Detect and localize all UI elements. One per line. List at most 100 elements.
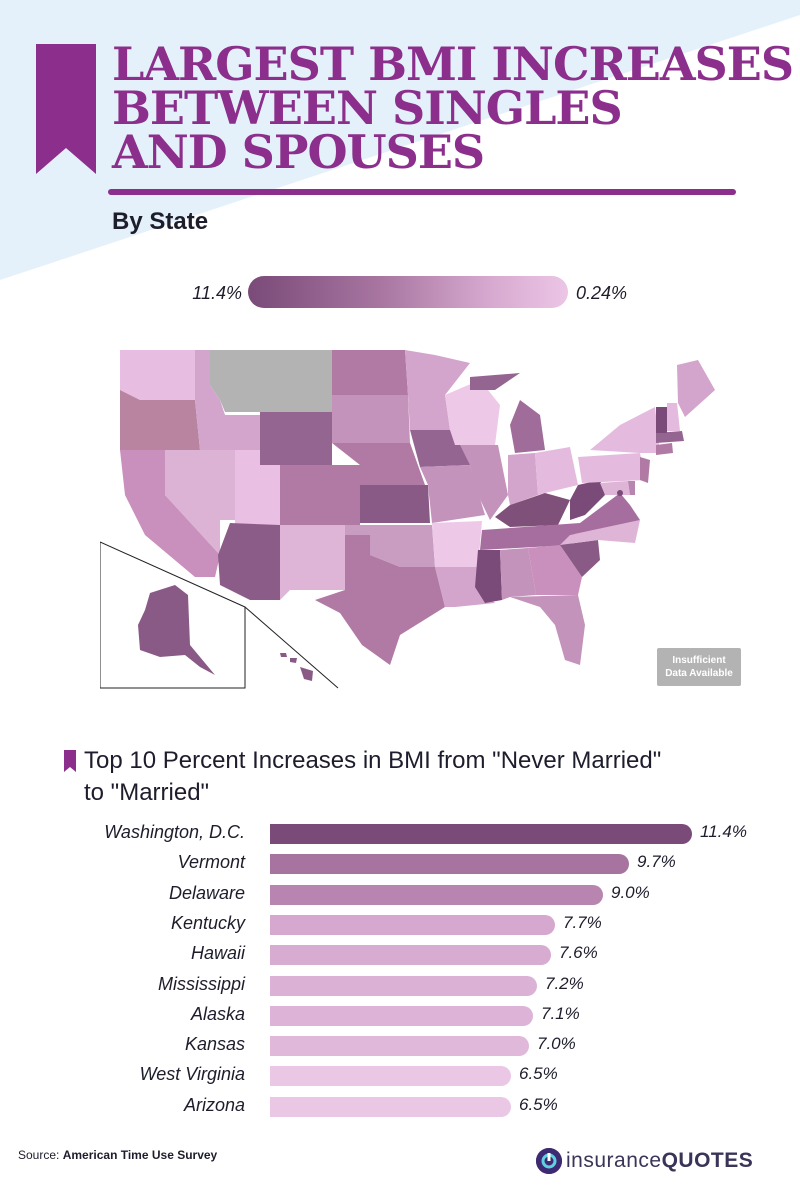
state-wyoming — [260, 412, 332, 465]
page-title: LARGEST BMI INCREASES BETWEEN SINGLES AN… — [112, 37, 794, 179]
state-vermont — [656, 407, 667, 433]
bar — [270, 854, 629, 875]
state-new-mexico — [280, 525, 345, 600]
state-mississippi — [475, 550, 502, 603]
state-hawaii-islands-2 — [290, 658, 297, 663]
state-kentucky — [495, 493, 570, 527]
state-idaho — [195, 350, 260, 450]
legend-low-label: 0.24% — [576, 283, 628, 303]
bar — [270, 1036, 529, 1057]
title-line-1: LARGEST BMI INCREASES — [112, 37, 794, 91]
state-hawaii — [300, 667, 313, 681]
state-georgia — [528, 545, 582, 595]
bar-value-label: 6.5% — [519, 1064, 558, 1084]
state-delaware — [628, 481, 635, 495]
bar — [270, 945, 551, 966]
state-south-dakota — [332, 395, 410, 443]
state-kansas — [360, 485, 430, 523]
us-state-map — [100, 350, 715, 689]
no-data-legend-badge: Insufficient Data Available — [657, 648, 741, 686]
bar-category-label: Kentucky — [170, 912, 245, 933]
bar-category-label: Alaska — [190, 1003, 245, 1024]
bar-row: Mississippi 7.2% — [0, 970, 800, 1000]
bar-row: Kentucky 7.7% — [0, 909, 800, 939]
bar — [270, 1066, 511, 1087]
bar-category-label: Washington, D.C. — [104, 822, 245, 842]
bar — [270, 914, 555, 935]
state-south-carolina — [560, 540, 600, 577]
bar-value-label: 7.2% — [545, 973, 584, 993]
state-nevada — [165, 450, 235, 555]
bar-category-label: Delaware — [168, 882, 245, 903]
state-illinois — [460, 445, 508, 520]
bar-value-label: 6.5% — [519, 1094, 558, 1114]
bar-category-label: Mississippi — [157, 973, 245, 994]
state-hawaii-islands — [280, 653, 287, 657]
state-wisconsin — [445, 380, 500, 445]
state-alaska — [138, 585, 215, 675]
brand-name-light: insurance — [566, 1149, 662, 1172]
brand-mark-icon — [536, 1148, 562, 1174]
bar-category-label: West Virginia — [139, 1064, 245, 1085]
state-michigan-lower — [510, 400, 545, 453]
brand-name-bold: QUOTES — [661, 1149, 754, 1172]
source-credit: Source: American Time Use Survey — [18, 1148, 217, 1162]
state-texas — [315, 535, 445, 665]
section-bookmark-icon — [64, 750, 76, 772]
no-data-label-line1: Insufficient — [672, 655, 726, 666]
state-massachusetts — [656, 431, 684, 443]
bar-value-label: 9.7% — [637, 852, 676, 872]
bar-category-label: Vermont — [177, 852, 245, 873]
inset-border-hawaii — [244, 606, 339, 689]
bar-row: Washington, D.C. 11.4% — [0, 818, 800, 848]
title-divider — [108, 189, 736, 195]
bar-row: Delaware 9.0% — [0, 879, 800, 909]
state-louisiana — [435, 567, 495, 607]
bar — [270, 1005, 533, 1026]
state-pennsylvania — [578, 453, 645, 483]
state-montana — [210, 350, 332, 412]
bar — [270, 975, 537, 996]
state-oregon — [120, 390, 200, 450]
bar-row: Hawaii 7.6% — [0, 939, 800, 969]
inset-border-alaska — [100, 541, 246, 689]
bar-category-label: Kansas — [184, 1034, 245, 1055]
bar-value-label: 11.4% — [700, 822, 747, 841]
bar — [270, 1096, 511, 1117]
page-subtitle: By State — [112, 208, 209, 235]
bar-value-label: 9.0% — [611, 882, 650, 902]
state-california — [120, 450, 220, 577]
bar-value-label: 7.1% — [541, 1003, 580, 1023]
ribbon-bookmark-icon — [36, 44, 96, 174]
legend-gradient-bar — [248, 276, 568, 308]
bar-category-label: Hawaii — [190, 943, 245, 964]
no-data-label-line2: Data Available — [665, 668, 733, 679]
bar-chart-title-line1: Top 10 Percent Increases in BMI from "Ne… — [84, 747, 662, 774]
state-maryland — [600, 481, 630, 495]
brand-logo: insuranceQUOTES — [536, 1146, 753, 1176]
bar — [270, 824, 692, 844]
state-alabama — [500, 548, 536, 600]
title-line-3: AND SPOUSES — [112, 125, 485, 179]
bar-row: Kansas 7.0% — [0, 1030, 800, 1060]
state-florida — [510, 595, 585, 665]
state-missouri — [420, 465, 485, 523]
state-tennessee — [480, 523, 580, 550]
state-north-dakota — [332, 350, 408, 395]
state-arkansas — [432, 521, 482, 567]
state-north-carolina — [560, 520, 640, 545]
state-connecticut — [656, 443, 673, 455]
state-nebraska — [332, 443, 425, 485]
bar-value-label: 7.6% — [559, 943, 598, 963]
bar-chart: Washington, D.C. 11.4% Vermont 9.7% Delaware… — [0, 818, 800, 1138]
state-minnesota — [405, 350, 470, 430]
bar-row: Arizona 6.5% — [0, 1091, 800, 1121]
source-prefix: Source: — [18, 1148, 60, 1162]
bar — [270, 884, 603, 905]
state-virginia — [570, 493, 640, 535]
state-ohio — [535, 447, 578, 495]
bar-row: Vermont 9.7% — [0, 848, 800, 878]
legend-high-label: 11.4% — [192, 283, 242, 303]
state-washington-dc — [617, 490, 623, 496]
state-new-hampshire — [667, 403, 680, 431]
